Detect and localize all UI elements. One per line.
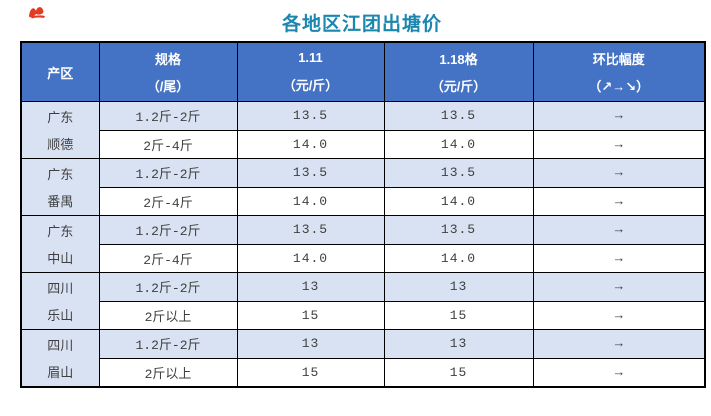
region-province: 广东: [47, 168, 74, 183]
price-0118-cell: 15: [383, 357, 534, 387]
table-row: 四川 眉山 1.2斤-2斤 13 13 →: [20, 329, 706, 387]
price-0111-cell: 15: [236, 300, 385, 330]
price-0111-cell: 13: [236, 329, 385, 359]
col-header-trend-line2: （↗→↘）: [588, 79, 650, 94]
trend-cell: →: [532, 243, 706, 273]
col-header-price-0111-line2: （元/斤）: [282, 78, 339, 93]
region-province: 广东: [47, 111, 74, 126]
trend-cell: →: [532, 129, 706, 159]
table-row: 2斤以上 15 15 →: [21, 357, 706, 387]
col-header-region-label: 产区: [47, 65, 74, 81]
col-header-trend-line1: 环比幅度: [592, 52, 645, 67]
region-city: 番禺: [47, 195, 74, 210]
table-row: 2斤-4斤 14.0 14.0 →: [21, 186, 706, 216]
price-0111-cell: 13.5: [236, 158, 385, 188]
table-row: 2斤-4斤 14.0 14.0 →: [21, 129, 706, 159]
trend-cell: →: [532, 186, 706, 216]
trend-cell: →: [532, 101, 706, 131]
region-cell: 广东 顺德: [20, 101, 100, 159]
price-0111-cell: 14.0: [236, 243, 385, 273]
region-city: 顺德: [47, 138, 74, 153]
spec-cell: 2斤以上: [98, 357, 238, 387]
table-body: 广东 顺德 1.2斤-2斤 13.5 13.5 → 2斤-4斤 14.0 14.…: [20, 101, 706, 387]
trend-cell: →: [532, 158, 706, 188]
spec-cell: 2斤-4斤: [98, 243, 238, 273]
col-header-trend: 环比幅度 （↗→↘）: [532, 41, 706, 102]
price-0118-cell: 13.5: [383, 215, 534, 245]
region-city: 中山: [47, 252, 74, 267]
region-cell: 四川 眉山: [20, 329, 100, 387]
region-cell: 四川 乐山: [20, 272, 100, 330]
price-0118-cell: 15: [383, 300, 534, 330]
col-header-price-0111: 1.11 （元/斤）: [236, 41, 385, 102]
table-header: 产区 规格 （/尾） 1.11 （元/斤） 1.18格 （元/斤）: [20, 41, 706, 102]
region-city: 眉山: [47, 365, 74, 381]
spec-cell: 1.2斤-2斤: [98, 101, 238, 131]
col-header-price-0118: 1.18格 （元/斤）: [383, 41, 534, 102]
region-province: 四川: [47, 338, 74, 354]
price-0111-cell: 13.5: [236, 101, 385, 131]
price-0111-cell: 14.0: [236, 129, 385, 159]
price-0111-cell: 14.0: [236, 186, 385, 216]
price-0118-cell: 13.5: [383, 101, 534, 131]
col-header-price-0118-line2: （元/斤）: [430, 79, 487, 94]
table-row: 广东 中山 1.2斤-2斤 13.5 13.5 →: [20, 215, 706, 273]
spec-cell: 1.2斤-2斤: [98, 215, 238, 245]
col-header-price-0111-line1: 1.11: [298, 50, 323, 65]
col-header-region: 产区: [20, 41, 100, 102]
price-0118-cell: 13: [383, 329, 534, 359]
price-0118-cell: 14.0: [383, 129, 534, 159]
spec-cell: 1.2斤-2斤: [98, 158, 238, 188]
price-table: 产区 规格 （/尾） 1.11 （元/斤） 1.18格 （元/斤）: [20, 41, 706, 388]
region-cell: 广东 中山: [20, 215, 100, 273]
table-row: 广东 顺德 1.2斤-2斤 13.5 13.5 →: [20, 101, 706, 159]
price-0118-cell: 13.5: [383, 158, 534, 188]
region-province: 广东: [47, 225, 74, 240]
header-row: 产区 规格 （/尾） 1.11 （元/斤） 1.18格 （元/斤）: [20, 41, 706, 102]
page-title: 各地区江团出塘价: [281, 14, 442, 35]
trend-cell: →: [532, 357, 706, 387]
price-0118-cell: 14.0: [383, 243, 534, 273]
price-0118-cell: 14.0: [383, 186, 534, 216]
table-row: 2斤以上 15 15 →: [21, 300, 706, 330]
table-row: 四川 乐山 1.2斤-2斤 13 13 →: [20, 272, 706, 330]
region-city: 乐山: [47, 309, 74, 324]
trend-cell: →: [532, 272, 706, 302]
table-row: 广东 番禺 1.2斤-2斤 13.5 13.5 →: [20, 158, 706, 216]
price-0111-cell: 13: [236, 272, 385, 302]
spec-cell: 2斤-4斤: [98, 129, 238, 159]
region-province: 四川: [47, 282, 74, 297]
price-0111-cell: 15: [236, 357, 385, 387]
price-0118-cell: 13: [383, 272, 534, 302]
col-header-spec-line1: 规格: [154, 52, 181, 67]
trend-cell: →: [532, 300, 706, 330]
table-row: 2斤-4斤 14.0 14.0 →: [21, 243, 706, 273]
spec-cell: 1.2斤-2斤: [98, 329, 238, 359]
spec-cell: 2斤以上: [98, 300, 238, 330]
trend-cell: →: [532, 329, 706, 359]
red-scribble-icon: [29, 7, 45, 19]
spec-cell: 1.2斤-2斤: [98, 272, 238, 302]
spec-cell: 2斤-4斤: [98, 186, 238, 216]
col-header-spec: 规格 （/尾）: [98, 41, 238, 102]
col-header-spec-line2: （/尾）: [146, 79, 190, 94]
trend-cell: →: [532, 215, 706, 245]
price-0111-cell: 13.5: [236, 215, 385, 245]
region-cell: 广东 番禺: [20, 158, 100, 216]
col-header-price-0118-line1: 1.18格: [439, 52, 478, 67]
